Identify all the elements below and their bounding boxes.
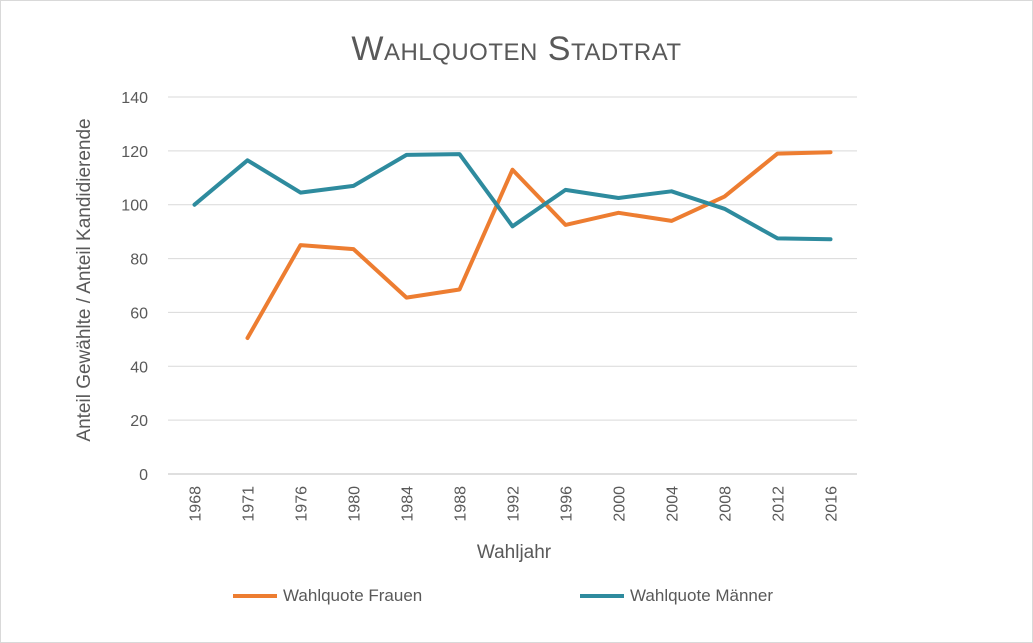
legend-item-frauen: Wahlquote Frauen [233,586,422,606]
y-tick-label: 0 [139,467,148,484]
x-tick-label: 1992 [506,486,523,522]
legend-swatch-maenner [580,594,624,598]
y-tick-label: 120 [121,144,148,161]
x-axis-label: Wahljahr [477,542,552,563]
legend-item-maenner: Wahlquote Männer [580,586,773,606]
series-line-frauen [245,150,833,340]
x-tick-label: 1968 [188,486,205,522]
legend-swatch-frauen [233,594,277,598]
x-tick-label: 1984 [400,486,417,522]
y-tick-label: 100 [121,198,148,215]
y-tick-label: 80 [130,252,148,269]
y-axis-label: Anteil Gewählte / Anteil Kandidierende [74,118,95,441]
y-tick-label: 20 [130,413,148,430]
series-lines [192,150,833,340]
x-tick-label: 2012 [771,486,788,522]
series-line-maenner [192,152,833,242]
y-tick-label: 60 [130,305,148,322]
x-tick-label: 1980 [347,486,364,522]
y-tick-labels: 0 20 40 60 80 100 120 140 [121,90,148,484]
chart-title: Wahlquoten Stadtrat [351,30,682,68]
y-tick-label: 40 [130,359,148,376]
x-tick-label: 1971 [241,486,258,522]
x-tick-label: 1996 [559,486,576,522]
legend-label-frauen: Wahlquote Frauen [283,586,423,605]
x-tick-label: 2000 [612,486,629,522]
x-tick-label: 2008 [718,486,735,522]
x-tick-labels: 1968 1971 1976 1980 1984 1988 1992 1996 2000 2004… [188,486,841,522]
legend: Wahlquote Frauen Wahlquote Männer [0,586,1033,610]
legend-label-maenner: Wahlquote Männer [630,586,774,605]
x-tick-label: 2016 [824,486,841,522]
x-tick-label: 1976 [294,486,311,522]
y-tick-label: 140 [121,90,148,107]
x-tick-label: 2004 [665,486,682,522]
gridlines [168,96,857,475]
x-tick-label: 1988 [453,486,470,522]
